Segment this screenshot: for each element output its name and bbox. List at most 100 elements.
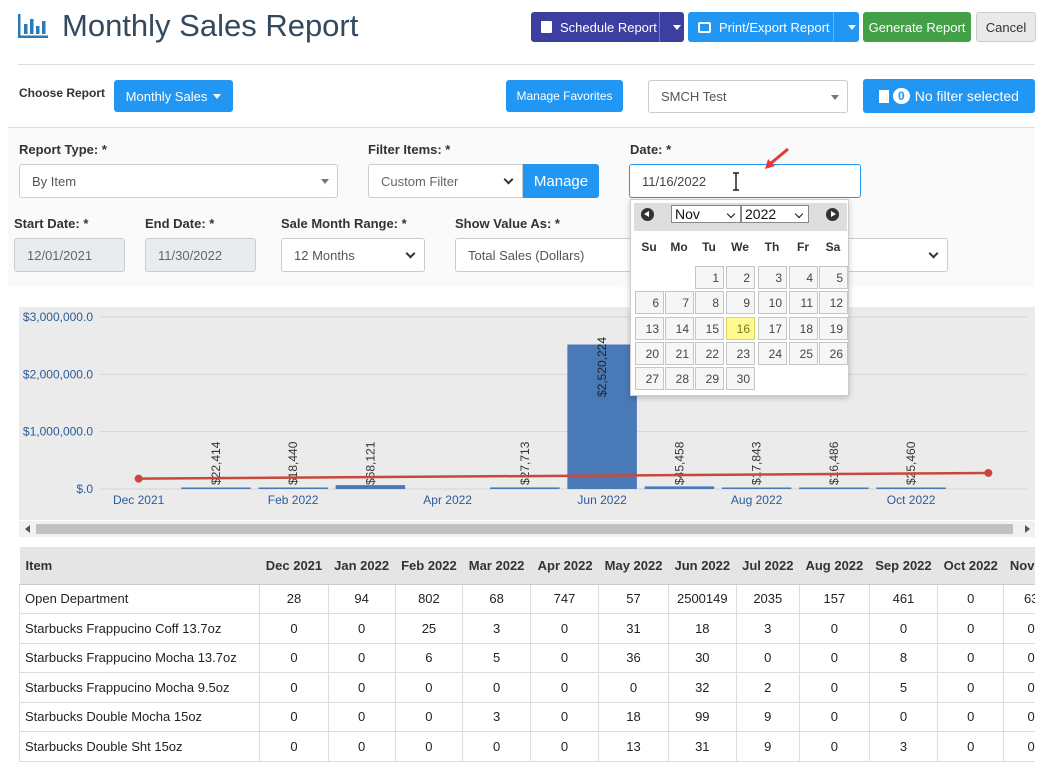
month-select[interactable]: Nov [671, 205, 741, 223]
column-header[interactable]: Aug 2022 [799, 547, 870, 585]
cancel-button[interactable]: Cancel [976, 12, 1036, 42]
filter-items-select[interactable]: Custom Filter [368, 164, 523, 198]
column-header[interactable]: Oct 2022 [937, 547, 1004, 585]
scroll-left-icon[interactable] [25, 525, 30, 533]
calendar-day-18[interactable]: 18 [789, 316, 818, 340]
column-header[interactable]: Mar 2022 [462, 547, 531, 585]
year-select-value: 2022 [745, 206, 777, 222]
calendar-day-27[interactable]: 27 [635, 367, 664, 391]
manage-filter-button[interactable]: Manage [523, 164, 599, 198]
column-header[interactable]: Nov 20 [1003, 547, 1035, 585]
calendar-day-14[interactable]: 14 [665, 316, 694, 340]
column-header[interactable]: Jul 2022 [736, 547, 800, 585]
report-select-button[interactable]: Monthly Sales [114, 80, 233, 112]
column-header[interactable]: Jun 2022 [668, 547, 737, 585]
table-row[interactable]: Open Department 28 94 802 68 747 57 2500149 2035… [19, 583, 1035, 614]
calendar-day-21[interactable]: 21 [665, 341, 694, 365]
calendar-day-26[interactable]: 26 [819, 341, 848, 365]
data-label: $16,486 [827, 441, 841, 485]
scroll-right-icon[interactable] [1025, 525, 1030, 533]
calendar-day-28[interactable]: 28 [665, 367, 694, 391]
calendar-day-23[interactable]: 23 [726, 341, 755, 365]
calendar-day-9[interactable]: 9 [726, 291, 755, 315]
generate-report-button[interactable]: Generate Report [863, 12, 971, 42]
value-cell: 5 [462, 642, 531, 673]
next-month-icon[interactable] [826, 208, 839, 221]
manage-favorites-button[interactable]: Manage Favorites [506, 80, 623, 112]
value-cell: 0 [798, 613, 870, 644]
column-header[interactable]: Apr 2022 [530, 547, 599, 585]
value-cell: 0 [1003, 613, 1035, 644]
table-row[interactable]: Starbucks Frappucino Mocha 9.5oz 0 0 0 0 0 0 32… [19, 672, 1035, 703]
calendar-day-19[interactable]: 19 [819, 316, 848, 340]
table-row[interactable]: Starbucks Double Mocha 15oz 0 0 0 3 0 18 99 9 0 0 0… [19, 701, 1035, 732]
sale-month-range-select[interactable]: 12 Months [281, 238, 425, 272]
store-select[interactable]: SMCH Test [648, 80, 848, 113]
chevron-down-icon [848, 25, 856, 30]
choose-report-label: Choose Report [19, 86, 106, 100]
calendar-day-2[interactable]: 2 [726, 266, 755, 289]
calendar-day-12[interactable]: 12 [819, 291, 848, 315]
prev-month-icon[interactable] [641, 208, 654, 221]
date-input[interactable]: 11/16/2022 [629, 164, 861, 198]
x-tick-label: Apr 2022 [423, 493, 472, 507]
column-header[interactable]: Sep 2022 [869, 547, 938, 585]
value-cell: 747 [529, 583, 600, 614]
calendar-day-16[interactable]: 16 [726, 316, 755, 340]
chevron-down-icon [928, 248, 939, 259]
report-type-select[interactable]: By Item [19, 164, 338, 198]
y-tick-label: $3,000,000.0 [23, 310, 93, 324]
calendar-day-8[interactable]: 8 [695, 291, 724, 315]
value-cell: 57 [598, 583, 669, 614]
calendar-day-5[interactable]: 5 [819, 266, 848, 289]
item-name-cell: Starbucks Double Sht 15oz [19, 731, 261, 762]
item-name-cell: Starbucks Frappucino Mocha 13.7oz [19, 642, 261, 673]
calendar-day-6[interactable]: 6 [635, 291, 664, 315]
filter-status-button[interactable]: 0 No filter selected [863, 79, 1035, 113]
calendar-day-4[interactable]: 4 [789, 266, 818, 289]
y-tick-label: $2,000,000.0 [23, 367, 93, 381]
calendar-day-24[interactable]: 24 [758, 341, 787, 365]
calendar-day-17[interactable]: 17 [758, 316, 787, 340]
calendar-day-7[interactable]: 7 [665, 291, 694, 315]
calendar-day-25[interactable]: 25 [789, 341, 818, 365]
year-select[interactable]: 2022 [741, 205, 809, 223]
value-cell: 0 [327, 642, 396, 673]
value-cell: 2035 [735, 583, 800, 614]
value-cell: 31 [598, 613, 669, 644]
scrollbar-thumb[interactable] [36, 524, 1013, 534]
column-header[interactable]: Dec 2021 [259, 547, 329, 585]
calendar-day-11[interactable]: 11 [789, 291, 818, 315]
weekday-sa: Sa [825, 240, 841, 254]
calendar-day-29[interactable]: 29 [695, 367, 724, 391]
item-name-cell: Starbucks Double Mocha 15oz [19, 701, 261, 732]
calendar-day-10[interactable]: 10 [758, 291, 787, 315]
y-tick-label: $.0 [76, 482, 93, 496]
start-date-label: Start Date: * [14, 216, 89, 231]
print-export-label: Print/Export Report [719, 19, 830, 35]
table-row[interactable]: Starbucks Frappucino Coff 13.7oz 0 0 25 3 0 31… [19, 613, 1035, 644]
calendar-day-1[interactable]: 1 [695, 266, 724, 289]
value-cell: 0 [798, 642, 870, 673]
schedule-report-button[interactable]: Schedule Report [531, 12, 684, 42]
calendar-day-15[interactable]: 15 [695, 316, 724, 340]
value-cell: 0 [259, 731, 329, 762]
calendar-day-13[interactable]: 13 [635, 316, 664, 340]
table-row[interactable]: Starbucks Double Sht 15oz 0 0 0 0 0 13 31 9 0 3 0 0 [19, 731, 1035, 762]
data-table-container: Item Dec 2021 Jan 2022 Feb 2022 Mar 2022 Apr … [19, 547, 1035, 767]
calendar-day-20[interactable]: 20 [635, 341, 664, 365]
column-header[interactable]: Item [19, 547, 260, 585]
value-cell: 0 [798, 701, 870, 732]
calendar-day-22[interactable]: 22 [695, 341, 724, 365]
chart-scrollbar[interactable] [19, 521, 1035, 537]
x-tick-label: Feb 2022 [268, 493, 319, 507]
column-header[interactable]: Jan 2022 [328, 547, 396, 585]
table-row[interactable]: Starbucks Frappucino Mocha 13.7oz 0 0 6 5 0 36… [19, 642, 1035, 673]
calendar-day-30[interactable]: 30 [726, 367, 755, 391]
weekday-tu: Tu [702, 240, 716, 254]
calendar-day-3[interactable]: 3 [758, 266, 787, 289]
column-header[interactable]: Feb 2022 [395, 547, 463, 585]
x-tick-label: Aug 2022 [731, 493, 783, 507]
column-header[interactable]: May 2022 [598, 547, 669, 585]
print-export-button[interactable]: Print/Export Report [688, 12, 859, 42]
